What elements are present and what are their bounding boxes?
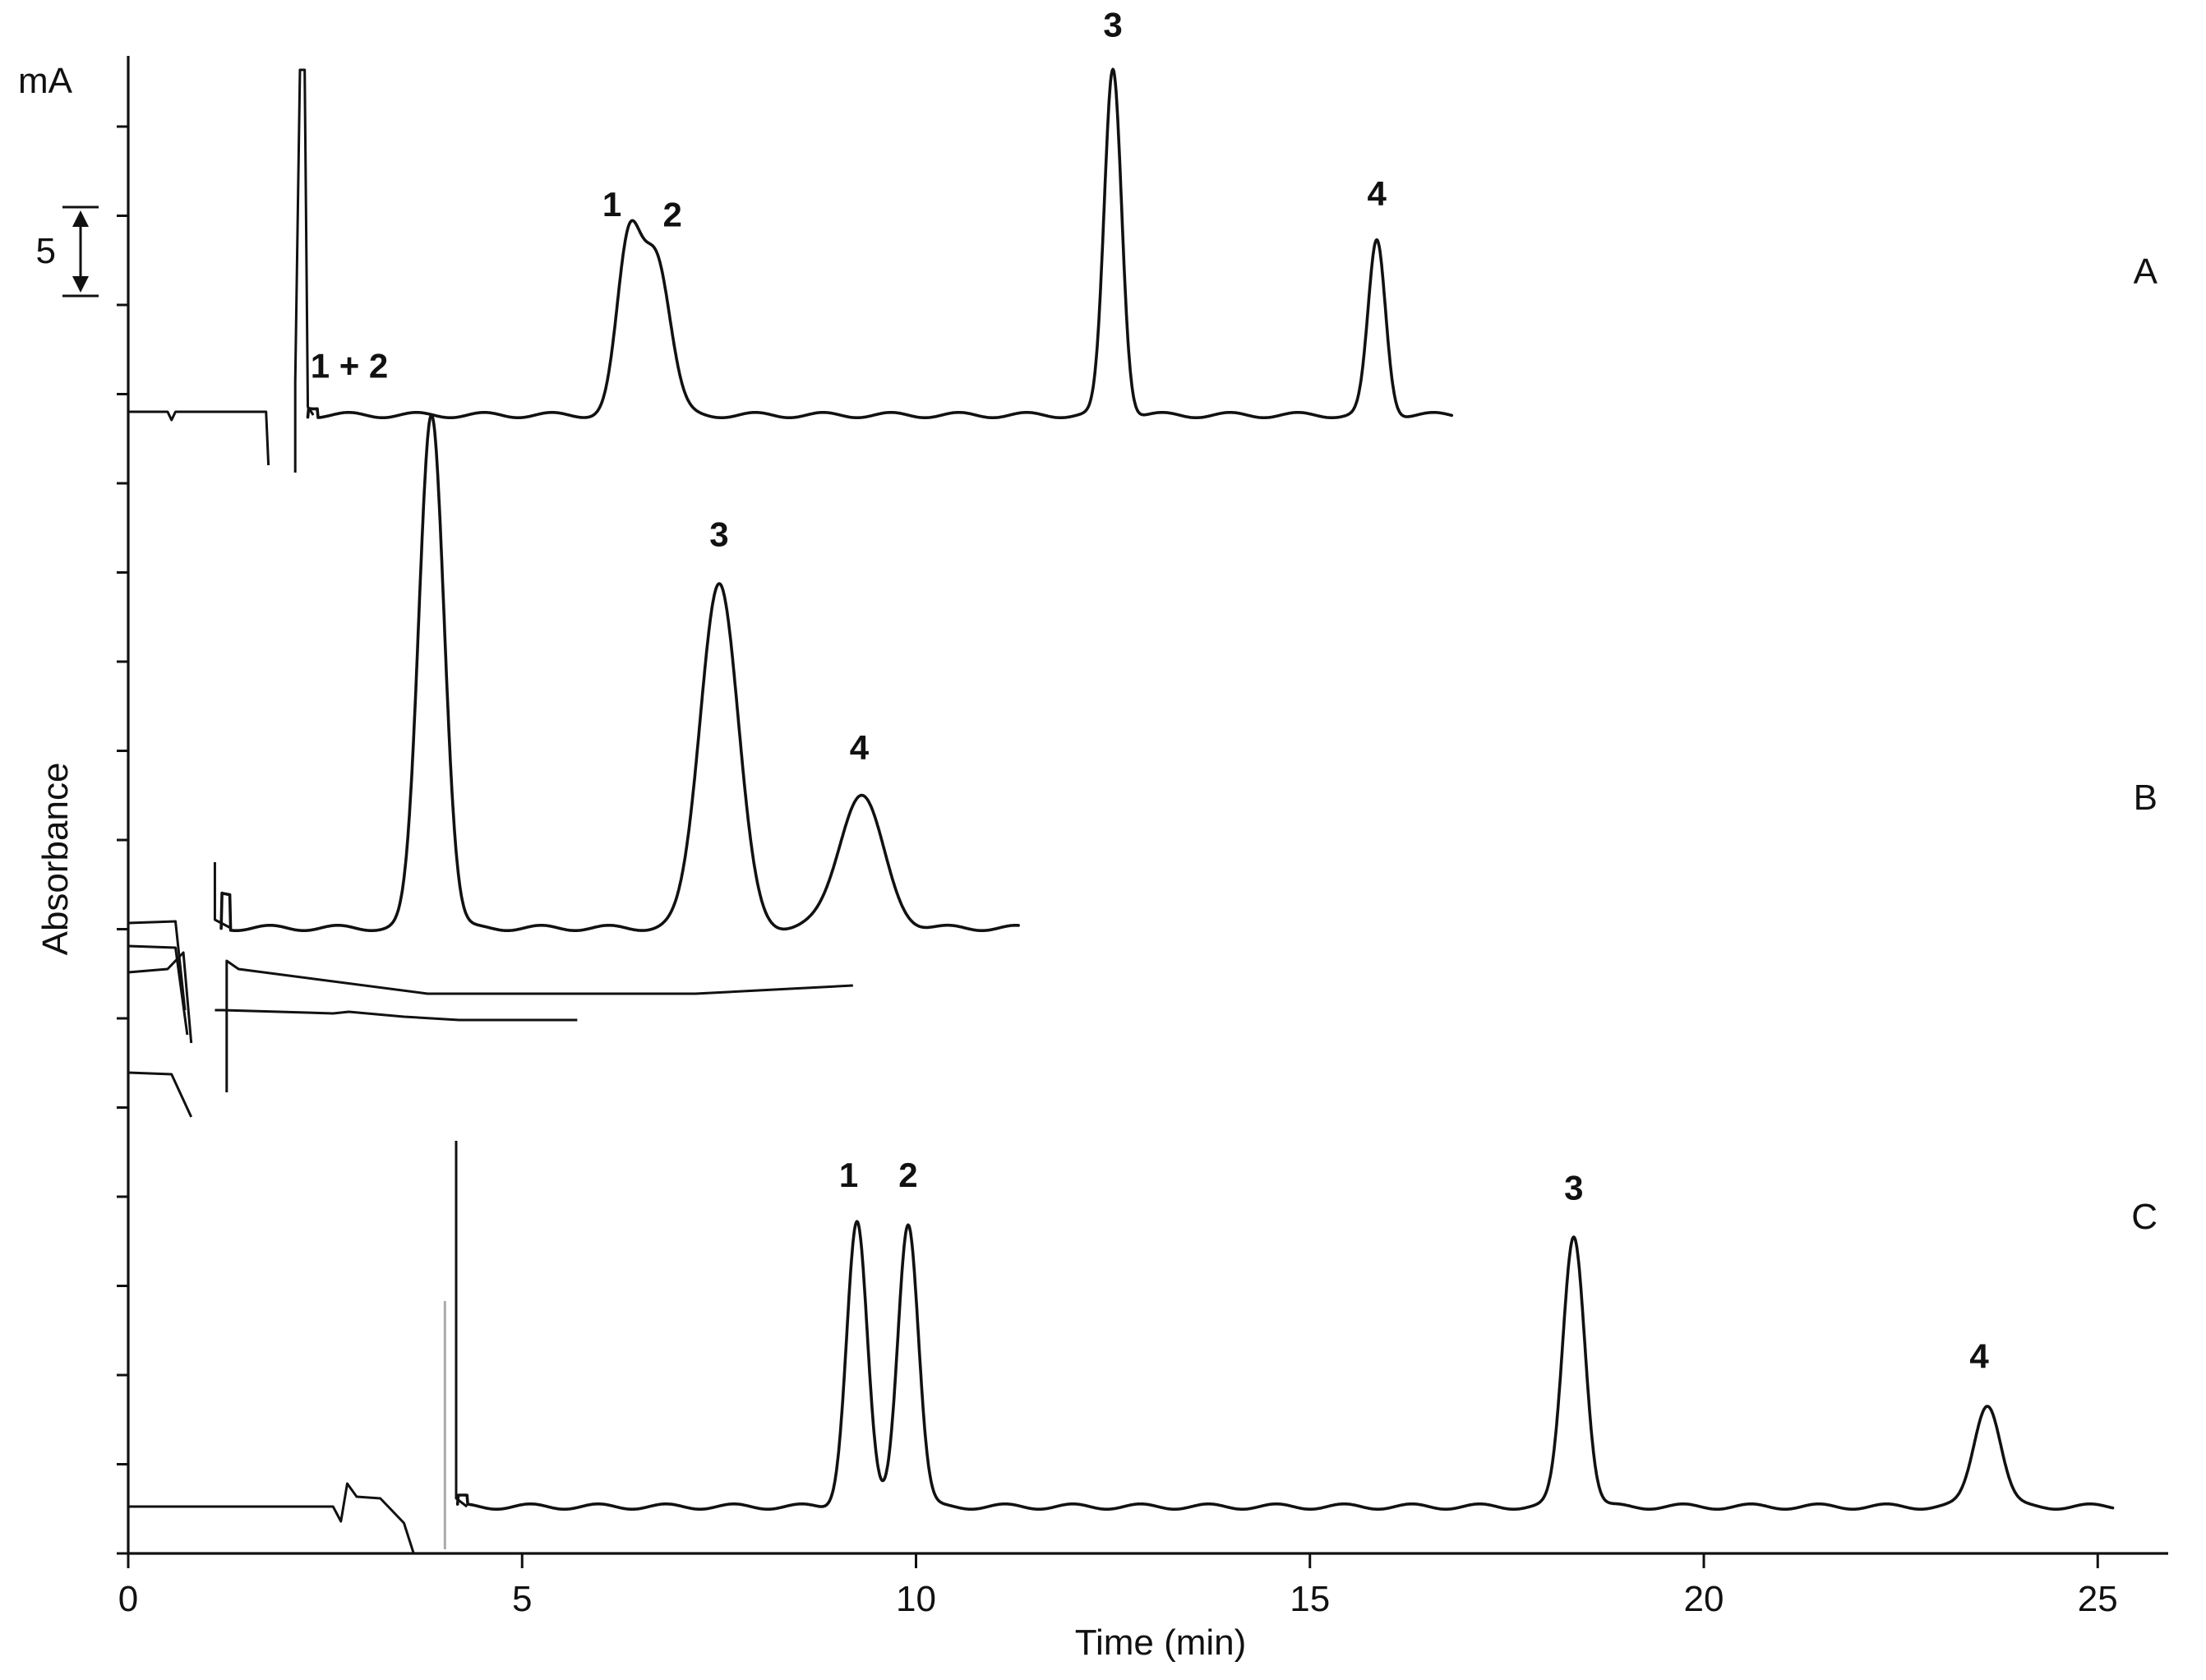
injection-spike-C [455, 1141, 468, 1508]
panel-label-A: A [2134, 252, 2158, 292]
panel-labels: A B C [2131, 252, 2158, 1237]
pre-injection-A [128, 410, 270, 466]
peak-label-A-1: 1 [602, 185, 621, 224]
peak-label-C-3: 3 [1564, 1168, 1583, 1207]
pre-injection-C [128, 1482, 415, 1553]
scale-bar: 5 [36, 205, 99, 298]
injection-spike-B1 [213, 862, 232, 930]
peak-label-B-1: 1 + 2 [311, 346, 389, 385]
x-axis-ticks: 0 5 10 15 20 25 [118, 1553, 2118, 1619]
pre-injection-B2 [127, 944, 189, 1036]
trace-C [455, 1220, 2115, 1511]
baseline-B2 [225, 959, 853, 1092]
peak-label-C-2: 2 [898, 1156, 917, 1194]
x-tick-label-10: 10 [896, 1579, 936, 1619]
x-axis-title: Time (min) [1075, 1622, 1247, 1663]
scale-bar-label: 5 [36, 231, 56, 271]
x-tick-label-25: 25 [2078, 1579, 2118, 1619]
peak-label-C-1: 1 [839, 1156, 858, 1194]
peak-label-A-2: 2 [663, 196, 682, 234]
y-axis-ticks [117, 125, 128, 1555]
baseline-B3 [215, 1008, 578, 1022]
peak-label-A-4: 4 [1368, 174, 1387, 213]
pre-injection-B3 [127, 951, 193, 1044]
x-tick-label-20: 20 [1684, 1579, 1724, 1619]
panel-label-B: B [2134, 778, 2158, 818]
peak-label-B-2: 3 [709, 515, 728, 554]
x-tick-label-5: 5 [512, 1579, 532, 1619]
y-unit-label: mA [18, 61, 73, 101]
injection-spike-A [293, 68, 315, 473]
trace-A [306, 67, 1454, 419]
x-tick-label-0: 0 [118, 1579, 138, 1619]
panel-label-C: C [2131, 1197, 2158, 1237]
scale-bar-up-arrow [72, 210, 89, 227]
pre-injection-B4 [127, 1071, 193, 1118]
x-tick-label-15: 15 [1290, 1579, 1330, 1619]
trace-B [219, 413, 1020, 932]
chromatogram-traces [127, 67, 2115, 1553]
peak-label-B-3: 4 [850, 728, 870, 767]
scale-bar-down-arrow [72, 276, 89, 293]
peak-labels: 1 2 3 4 1 + 2 3 4 1 2 3 4 [311, 6, 1990, 1376]
pre-injection-B1 [127, 920, 187, 1011]
peak-label-A-3: 3 [1103, 6, 1122, 44]
y-axis-title: Absorbance [35, 763, 76, 956]
peak-label-C-4: 4 [1969, 1337, 1989, 1376]
axes: 0 5 10 15 20 25 [117, 56, 2168, 1619]
